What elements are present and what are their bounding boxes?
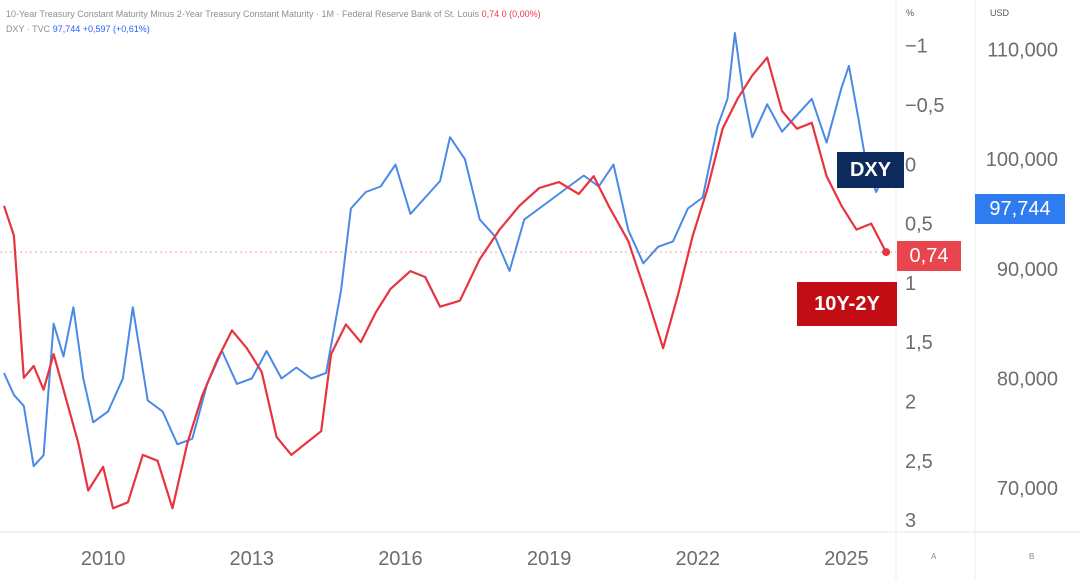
right-tick-label: 100,000: [986, 149, 1058, 171]
time-axis: 2010 2013 2016 2019 2022 2025: [81, 548, 869, 570]
right-tick-label: 90,000: [997, 259, 1058, 281]
auto-scale-button[interactable]: A: [931, 552, 937, 561]
spread-series-line: [2, 56, 888, 510]
right-tick-label: 70,000: [997, 478, 1058, 500]
left-scale-unit: %: [906, 8, 915, 18]
scale-mode-button[interactable]: B: [1029, 552, 1035, 561]
legend-spread-value: 0,74: [481, 9, 500, 19]
legend-dxy[interactable]: DXY · TVC 97,744 +0,597 (+0,61%): [6, 24, 150, 34]
left-tick-label: −1: [905, 36, 928, 58]
spread-price-label: 0,74: [897, 241, 961, 271]
left-tick-label: 2,5: [905, 451, 933, 473]
left-tick-label: 1: [905, 273, 916, 295]
legend-dxy-value: 97,744: [52, 24, 81, 34]
x-tick-label: 2013: [230, 548, 275, 570]
legend-dxy-title: DXY · TVC: [6, 24, 51, 34]
left-tick-label: 1,5: [905, 332, 933, 354]
x-tick-label: 2022: [676, 548, 721, 570]
x-tick-label: 2019: [527, 548, 572, 570]
left-tick-label: 3: [905, 510, 916, 532]
right-tick-label: 80,000: [997, 368, 1058, 390]
left-tick-label: 0,5: [905, 214, 933, 236]
x-tick-label: 2025: [824, 548, 869, 570]
left-tick-label: −0,5: [905, 95, 944, 117]
dxy-price-label: 97,744: [975, 194, 1065, 224]
dxy-tag: DXY: [837, 152, 904, 188]
dxy-series-line: [3, 32, 892, 468]
left-tick-label: 2: [905, 392, 916, 414]
right-tick-label: 110,000: [987, 39, 1058, 61]
left-scale[interactable]: −1 −0,5 0 0,5 1 1,5 2 2,5 3: [905, 36, 944, 532]
legend-spread-change: 0 (0,00%): [501, 9, 541, 19]
legend-spread[interactable]: 10-Year Treasury Constant Maturity Minus…: [6, 9, 541, 19]
x-tick-label: 2016: [378, 548, 423, 570]
left-tick-label: 0: [905, 154, 916, 176]
spread-tag: 10Y-2Y: [797, 282, 897, 326]
right-scale-unit: USD: [990, 8, 1010, 18]
legend-spread-title: 10-Year Treasury Constant Maturity Minus…: [6, 9, 480, 19]
x-tick-label: 2010: [81, 548, 126, 570]
right-scale[interactable]: 70,000 80,000 90,000 100,000 110,000: [986, 39, 1058, 500]
spread-last-point: [882, 248, 891, 257]
legend-dxy-change: +0,597 (+0,61%): [82, 24, 150, 34]
